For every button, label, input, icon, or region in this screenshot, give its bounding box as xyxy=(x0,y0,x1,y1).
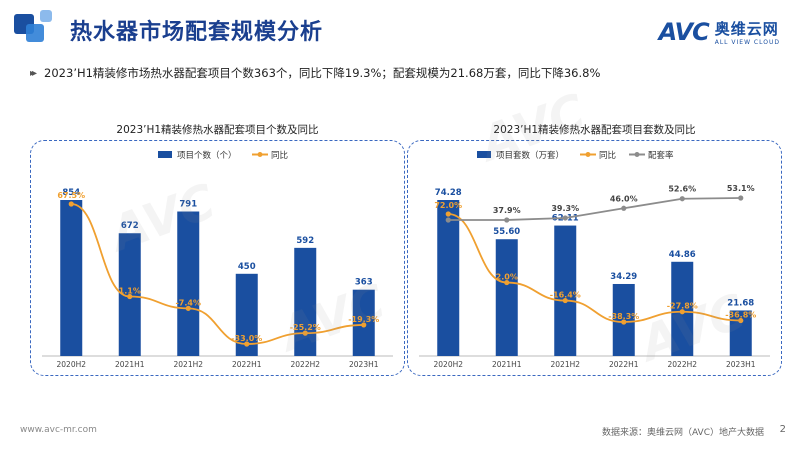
footer-website: www.avc-mr.com xyxy=(20,425,97,435)
x-tick-label: 2023H1 xyxy=(726,360,756,369)
rate-value-label: 39.3% xyxy=(551,204,579,213)
bar xyxy=(177,211,200,356)
chart-title-right: 2023’H1精装修热水器配套项目套数及同比 xyxy=(493,124,696,136)
bar xyxy=(671,261,694,356)
logo-english-name: ALL VIEW CLOUD xyxy=(714,39,780,46)
chart-panel-right xyxy=(407,140,782,376)
legend-label: 同比 xyxy=(271,150,288,161)
legend-label: 项目套数（万套） xyxy=(496,150,564,161)
bar xyxy=(554,225,577,356)
x-tick-label: 2020H2 xyxy=(57,360,87,369)
rate-value-label: 46.0% xyxy=(610,194,638,203)
x-tick-label: 2022H2 xyxy=(291,360,321,369)
x-tick-label: 2021H1 xyxy=(115,360,145,369)
yoy-point xyxy=(445,211,451,217)
bar xyxy=(60,200,83,356)
bar xyxy=(495,239,518,356)
yoy-value-label: -38.3% xyxy=(608,312,639,321)
rate-line xyxy=(448,197,741,221)
rate-value-label: 37.9% xyxy=(493,206,521,215)
yoy-value-label: -33.0% xyxy=(231,334,262,343)
rate-point xyxy=(562,215,568,221)
bar-value-label: 74.28 xyxy=(435,188,462,198)
yoy-point xyxy=(562,297,568,304)
rate-point xyxy=(621,205,627,211)
yoy-value-label: -27.8% xyxy=(667,302,698,311)
bar-value-label: 450 xyxy=(238,262,256,272)
summary-line: ▸▸ 2023’H1精装修市场热水器配套项目个数363个，同比下降19.3%；配… xyxy=(30,65,600,81)
page-number: 2 xyxy=(779,424,786,435)
title-decoration-square xyxy=(40,10,52,22)
yoy-line xyxy=(448,213,741,323)
yoy-point xyxy=(679,309,685,315)
yoy-value-label: -16.4% xyxy=(550,291,581,300)
bar-value-label: 34.29 xyxy=(610,272,637,282)
bar-value-label: 854 xyxy=(62,188,80,198)
yoy-point xyxy=(361,322,367,328)
yoy-value-label: 2.0% xyxy=(496,273,518,282)
logo-chinese-name: 奥维云网 xyxy=(714,20,779,38)
bar-value-label: 21.68 xyxy=(727,298,754,308)
x-tick-label: 2021H2 xyxy=(551,360,581,369)
yoy-value-label: 72.0% xyxy=(434,201,462,210)
rate-point xyxy=(504,217,510,223)
legend-marker xyxy=(585,152,591,157)
legend-label: 配套率 xyxy=(648,150,674,161)
yoy-point xyxy=(504,279,510,286)
chart-panel-left xyxy=(30,140,405,376)
footer-source: 数据来源：奥维云网（AVC）地产大数据 xyxy=(601,428,764,438)
x-tick-label: 2020H2 xyxy=(434,360,464,369)
yoy-value-label: -7.4% xyxy=(175,298,201,307)
x-tick-label: 2022H2 xyxy=(668,360,698,369)
bar xyxy=(729,310,752,356)
x-tick-label: 2021H2 xyxy=(174,360,204,369)
double-arrow-icon: ▸▸ xyxy=(30,67,37,79)
yoy-point xyxy=(185,305,191,311)
legend-label: 同比 xyxy=(599,150,616,161)
bar xyxy=(437,200,460,356)
bar-value-label: 672 xyxy=(121,221,139,231)
legend-marker xyxy=(634,152,640,157)
bar xyxy=(294,247,317,356)
yoy-value-label: -25.2% xyxy=(290,323,321,332)
x-tick-label: 2023H1 xyxy=(349,360,379,369)
yoy-point xyxy=(621,319,627,325)
x-tick-label: 2021H1 xyxy=(492,360,522,369)
rate-point xyxy=(679,196,685,202)
legend-swatch xyxy=(158,151,172,158)
bar xyxy=(235,273,258,356)
yoy-point xyxy=(738,317,744,324)
yoy-point xyxy=(68,201,74,207)
x-tick-label: 2022H1 xyxy=(232,360,262,369)
legend-swatch xyxy=(477,151,491,158)
rate-value-label: 53.1% xyxy=(727,184,755,193)
chart-title-left: 2023’H1精装修热水器配套项目个数及同比 xyxy=(116,124,319,136)
avc-logo: AVC 奥维云网 ALL VIEW CLOUD xyxy=(659,14,780,50)
yoy-point xyxy=(127,293,133,300)
x-tick-label: 2022H1 xyxy=(609,360,639,369)
project-units-chart: 项目套数（万套）同比配套率74.2855.6062.1134.2944.8621… xyxy=(419,150,770,369)
legend-marker xyxy=(257,152,263,157)
title-bar: 热水器市场配套规模分析 AVC 奥维云网 ALL VIEW CLOUD xyxy=(0,0,800,62)
logo-mark: AVC xyxy=(658,18,710,46)
yoy-value-label: 67.5% xyxy=(57,191,85,200)
page-title: 热水器市场配套规模分析 xyxy=(70,20,324,45)
bar-value-label: 791 xyxy=(179,200,197,210)
title-decoration-square xyxy=(26,24,44,42)
bar-value-label: 363 xyxy=(355,278,373,288)
yoy-value-label: 1.1% xyxy=(119,286,141,295)
rate-point xyxy=(738,195,744,201)
bar-value-label: 592 xyxy=(296,236,314,246)
yoy-point xyxy=(302,330,308,336)
yoy-value-label: -19.3% xyxy=(348,315,379,324)
legend-label: 项目个数（个） xyxy=(177,150,237,161)
bar-value-label: 44.86 xyxy=(669,250,696,260)
yoy-point xyxy=(244,341,250,347)
bar-value-label: 55.60 xyxy=(493,227,520,237)
yoy-value-label: -36.8% xyxy=(725,311,756,320)
project-count-chart: 项目个数（个） 同比 854 672 791 450 592 363 2020H2 2021H1 2… xyxy=(42,150,393,369)
summary-text: 2023’H1精装修市场热水器配套项目个数363个，同比下降19.3%；配套规模… xyxy=(44,66,601,80)
rate-point xyxy=(445,217,451,223)
rate-value-label: 52.6% xyxy=(668,185,696,194)
